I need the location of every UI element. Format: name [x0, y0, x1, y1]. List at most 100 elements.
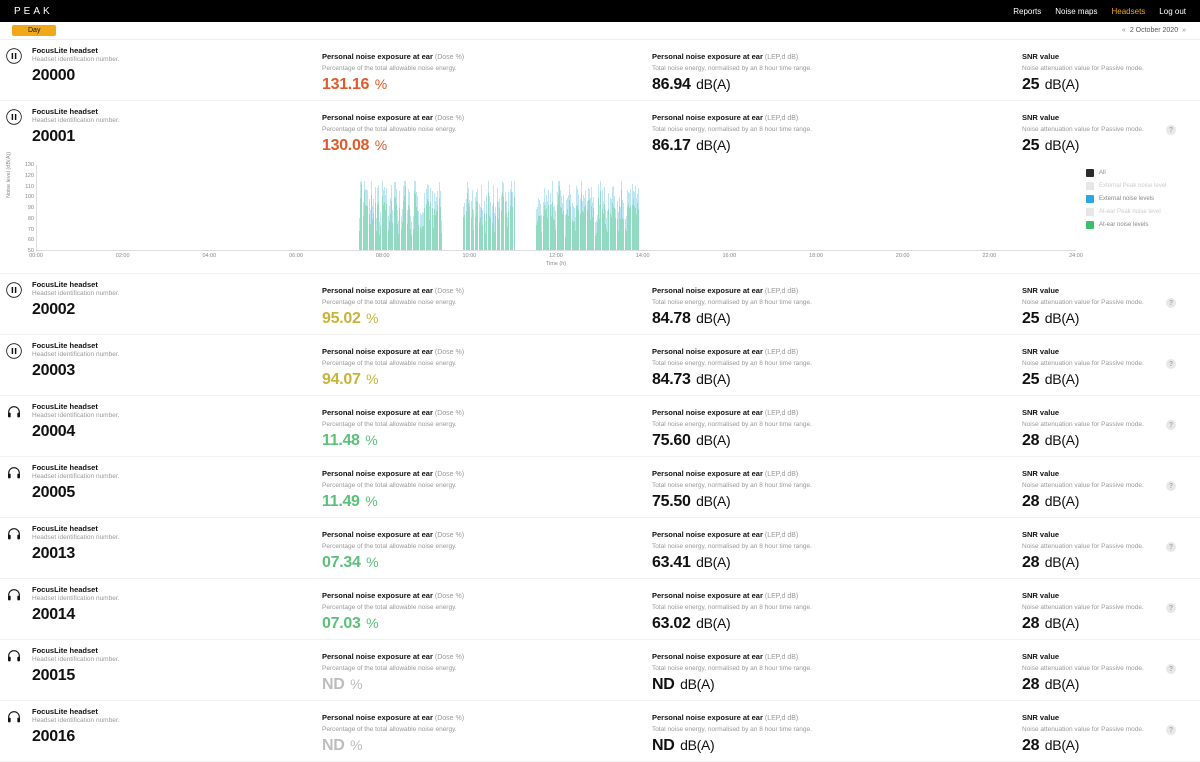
- headset-title: FocusLite headset: [32, 524, 322, 533]
- headset-id: 20003: [32, 362, 322, 380]
- dose-title: Personal noise exposure at ear: [322, 591, 433, 600]
- lep-title: Personal noise exposure at ear: [652, 52, 763, 61]
- x-tick: 02:00: [116, 253, 130, 259]
- headset-row[interactable]: FocusLite headset Headset identification…: [0, 40, 1200, 101]
- headset-row[interactable]: FocusLite headset Headset identification…: [0, 579, 1200, 640]
- y-tick: 80: [16, 216, 34, 222]
- snr-value: 25 dB(A): [1022, 371, 1166, 389]
- snr-block: SNR value Noise attenuation value for Pa…: [1022, 107, 1166, 155]
- snr-value: 28 dB(A): [1022, 676, 1166, 694]
- help-icon[interactable]: ?: [1166, 359, 1176, 369]
- dose-hint: (Dose %): [435, 715, 464, 722]
- dose-value: ND %: [322, 676, 652, 694]
- lep-subtitle: Total noise energy, normalised by an 8 h…: [652, 421, 1022, 428]
- snr-block: SNR value Noise attenuation value for Pa…: [1022, 524, 1166, 572]
- headphones-icon: [6, 465, 22, 481]
- legend-item[interactable]: All: [1086, 169, 1186, 177]
- dose-value: 07.34 %: [322, 554, 652, 572]
- snr-title: SNR value: [1022, 408, 1059, 417]
- nav-reports[interactable]: Reports: [1013, 7, 1041, 16]
- x-tick: 04:00: [202, 253, 216, 259]
- dose-title: Personal noise exposure at ear: [322, 530, 433, 539]
- nav-logout[interactable]: Log out: [1159, 7, 1186, 16]
- headset-id: 20016: [32, 728, 322, 746]
- date-next-icon[interactable]: »: [1182, 27, 1186, 34]
- help-icon[interactable]: ?: [1166, 664, 1176, 674]
- x-tick: 06:00: [289, 253, 303, 259]
- headset-id-block: FocusLite headset Headset identification…: [32, 646, 322, 685]
- dose-value: 11.48 %: [322, 432, 652, 450]
- snr-value: 28 dB(A): [1022, 432, 1166, 450]
- dose-subtitle: Percentage of the total allowable noise …: [322, 360, 652, 367]
- legend-item[interactable]: At-ear Peak noise level: [1086, 208, 1186, 216]
- help-icon[interactable]: ?: [1166, 298, 1176, 308]
- headset-id-block: FocusLite headset Headset identification…: [32, 463, 322, 502]
- dose-block: Personal noise exposure at ear(Dose %) P…: [322, 107, 652, 155]
- lep-title: Personal noise exposure at ear: [652, 713, 763, 722]
- help-icon[interactable]: ?: [1166, 125, 1176, 135]
- x-tick: 22:00: [982, 253, 996, 259]
- snr-value: 25 dB(A): [1022, 76, 1166, 94]
- nav-headsets[interactable]: Headsets: [1112, 7, 1146, 16]
- chart-area: Noise level (dB(A)) 13012011010090807060…: [14, 165, 1076, 265]
- row-status-icon: [6, 341, 32, 364]
- legend-item[interactable]: External Peak noise level: [1086, 182, 1186, 190]
- headset-row[interactable]: FocusLite headset Headset identification…: [0, 396, 1200, 457]
- y-tick: 60: [16, 237, 34, 243]
- plot-area[interactable]: [36, 165, 1076, 251]
- dose-subtitle: Percentage of the total allowable noise …: [322, 65, 652, 72]
- headset-id-block: FocusLite headset Headset identification…: [32, 524, 322, 563]
- row-status-icon: [6, 280, 32, 303]
- x-tick: 16:00: [722, 253, 736, 259]
- snr-title: SNR value: [1022, 469, 1059, 478]
- headset-row[interactable]: FocusLite headset Headset identification…: [0, 457, 1200, 518]
- dose-hint: (Dose %): [435, 288, 464, 295]
- lep-value: 63.41 dB(A): [652, 554, 1022, 572]
- y-axis: Noise level (dB(A)) 13012011010090807060…: [14, 165, 34, 251]
- legend-label: At-ear noise levels: [1099, 222, 1148, 228]
- lep-value: 84.73 dB(A): [652, 371, 1022, 389]
- headset-row[interactable]: FocusLite headset Headset identification…: [0, 701, 1200, 762]
- lep-hint: (LEP,d dB): [765, 532, 798, 539]
- headset-row[interactable]: FocusLite headset Headset identification…: [0, 335, 1200, 396]
- noise-chart: Noise level (dB(A)) 13012011010090807060…: [0, 161, 1200, 274]
- lep-value: 75.50 dB(A): [652, 493, 1022, 511]
- legend-item[interactable]: At-ear noise levels: [1086, 221, 1186, 229]
- dose-title: Personal noise exposure at ear: [322, 52, 433, 61]
- x-tick: 18:00: [809, 253, 823, 259]
- lep-title: Personal noise exposure at ear: [652, 113, 763, 122]
- help-icon[interactable]: ?: [1166, 420, 1176, 430]
- current-date: 2 October 2020: [1130, 27, 1178, 34]
- lep-hint: (LEP,d dB): [765, 471, 798, 478]
- lep-block: Personal noise exposure at ear(LEP,d dB)…: [652, 280, 1022, 328]
- dose-title: Personal noise exposure at ear: [322, 286, 433, 295]
- y-tick: 130: [16, 162, 34, 168]
- x-tick: 24:00: [1069, 253, 1083, 259]
- dose-hint: (Dose %): [435, 349, 464, 356]
- headset-row[interactable]: FocusLite headset Headset identification…: [0, 518, 1200, 579]
- dose-value: 95.02 %: [322, 310, 652, 328]
- headset-row[interactable]: FocusLite headset Headset identification…: [0, 274, 1200, 335]
- headset-row[interactable]: FocusLite headset Headset identification…: [0, 640, 1200, 701]
- headset-title: FocusLite headset: [32, 280, 322, 289]
- lep-subtitle: Total noise energy, normalised by an 8 h…: [652, 126, 1022, 133]
- help-icon[interactable]: ?: [1166, 542, 1176, 552]
- legend-label: At-ear Peak noise level: [1099, 209, 1161, 215]
- nav-noise-maps[interactable]: Noise maps: [1055, 7, 1097, 16]
- snr-subtitle: Noise attenuation value for Passive mode…: [1022, 543, 1166, 550]
- help-icon[interactable]: ?: [1166, 725, 1176, 735]
- help-icon[interactable]: ?: [1166, 481, 1176, 491]
- headset-id-block: FocusLite headset Headset identification…: [32, 585, 322, 624]
- row-status-icon: [6, 707, 32, 730]
- legend-swatch: [1086, 182, 1094, 190]
- help-icon[interactable]: ?: [1166, 603, 1176, 613]
- y-tick: 90: [16, 205, 34, 211]
- snr-subtitle: Noise attenuation value for Passive mode…: [1022, 421, 1166, 428]
- legend-item[interactable]: External noise levels: [1086, 195, 1186, 203]
- lep-subtitle: Total noise energy, normalised by an 8 h…: [652, 482, 1022, 489]
- view-mode-day[interactable]: Day: [12, 25, 56, 36]
- legend-label: All: [1099, 170, 1106, 176]
- headset-id: 20002: [32, 301, 322, 319]
- date-prev-icon[interactable]: «: [1122, 27, 1126, 34]
- headset-row[interactable]: FocusLite headset Headset identification…: [0, 101, 1200, 161]
